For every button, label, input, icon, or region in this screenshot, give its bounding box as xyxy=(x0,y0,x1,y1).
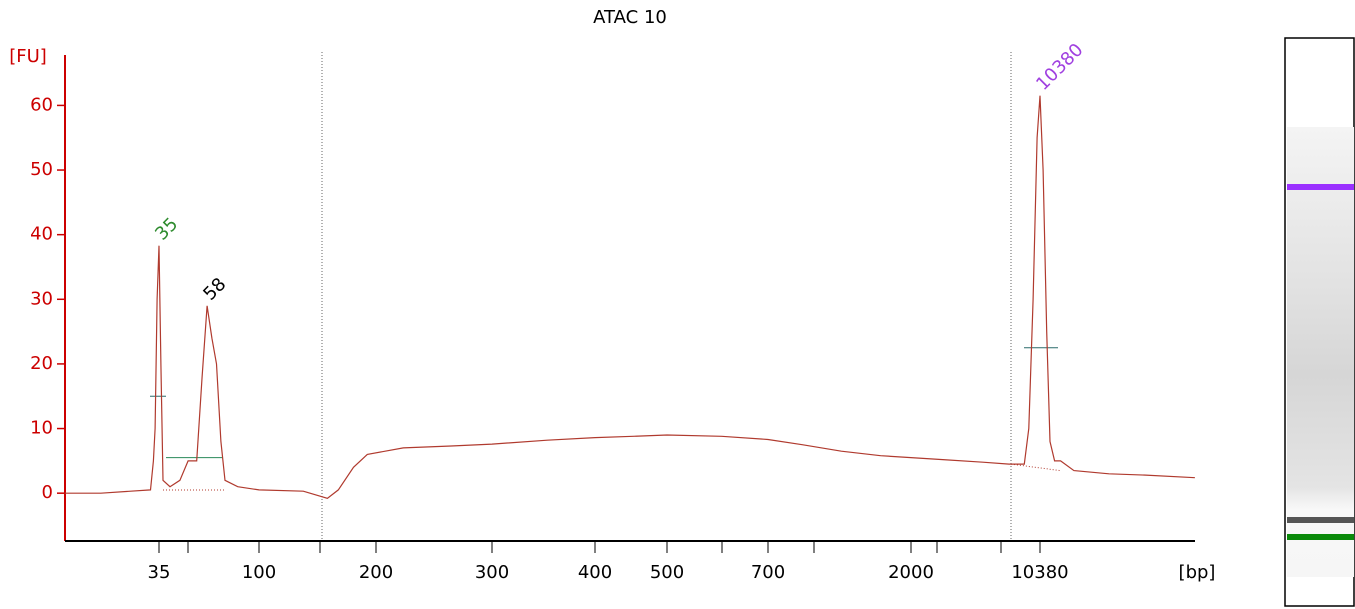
minor-ticks xyxy=(187,541,1002,553)
x-tick-label: 200 xyxy=(359,562,393,583)
y-tick-label: 50 xyxy=(30,159,53,180)
y-tick-label: 30 xyxy=(30,288,53,309)
x-tick-label: 700 xyxy=(751,562,785,583)
peak-baseline xyxy=(1010,463,1061,472)
x-tick-label: 400 xyxy=(578,562,612,583)
lane-background xyxy=(1287,127,1354,577)
gel-lane xyxy=(1284,37,1355,607)
chart-title: ATAC 10 xyxy=(593,7,667,28)
x-tick-label: 100 xyxy=(242,562,276,583)
x-tick-label: 300 xyxy=(475,562,509,583)
peak-label: 35 xyxy=(151,214,182,245)
x-tick-label: 10380 xyxy=(1011,562,1068,583)
peak-label: 58 xyxy=(199,274,230,305)
region-markers xyxy=(321,52,1012,541)
x-tick-label: 500 xyxy=(650,562,684,583)
y-tick-label: 60 xyxy=(30,94,53,115)
y-tick-label: 10 xyxy=(30,418,53,439)
x-tick-label: 2000 xyxy=(888,562,934,583)
band xyxy=(1287,517,1354,523)
upper-marker-band xyxy=(1287,184,1354,190)
x-axis-label: [bp] xyxy=(1179,562,1216,583)
y-tick-label: 0 xyxy=(42,482,53,503)
trace xyxy=(64,95,1195,499)
x-tick-label: 35 xyxy=(148,562,171,583)
y-axis-label: [FU] xyxy=(9,46,47,67)
y-tick-label: 20 xyxy=(30,353,53,374)
lower-marker-band xyxy=(1287,534,1354,540)
peak-label: 10380 xyxy=(1032,39,1087,94)
y-tick-label: 40 xyxy=(30,224,53,245)
